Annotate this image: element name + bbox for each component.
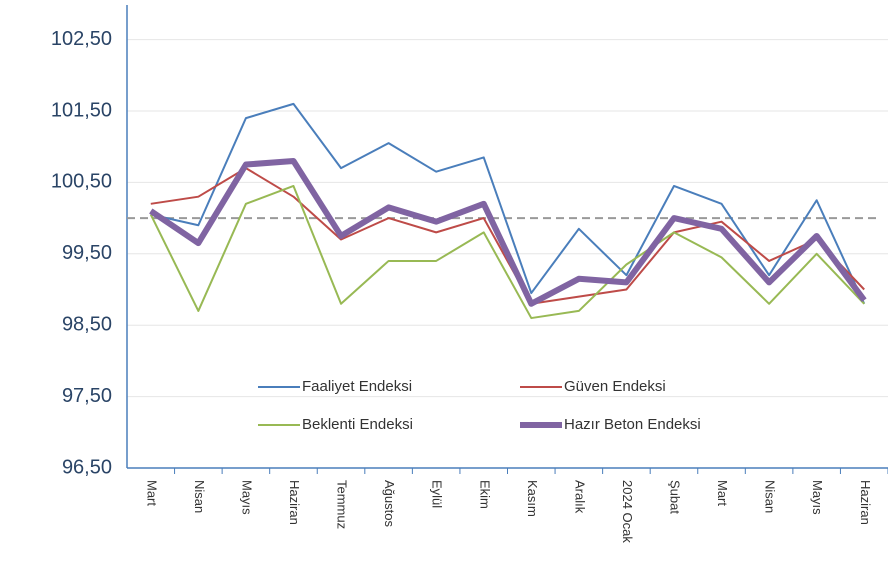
x-tick-label: Temmuz xyxy=(335,480,350,529)
y-tick-label: 100,50 xyxy=(51,171,112,193)
legend-label: Faaliyet Endeksi xyxy=(302,378,412,395)
x-tick-label: Aralık xyxy=(572,480,587,514)
x-tick-label: Nisan xyxy=(763,480,778,513)
x-tick-label: Ağustos xyxy=(382,480,397,527)
x-tick-label: Mayıs xyxy=(239,480,254,515)
x-tick-label: Haziran xyxy=(287,480,302,525)
legend-label: Hazır Beton Endeksi xyxy=(564,416,701,433)
series-line xyxy=(150,167,865,305)
x-tick-label: Mart xyxy=(715,480,730,506)
y-tick-label: 97,50 xyxy=(62,385,112,407)
x-tick-label: 2024 Ocak xyxy=(620,480,635,543)
y-tick-label: 102,50 xyxy=(51,28,112,50)
x-tick-label: Kasım xyxy=(525,480,540,517)
y-tick-label: 96,50 xyxy=(62,456,112,478)
x-tick-label: Nisan xyxy=(192,480,207,513)
x-tick-label: Mayıs xyxy=(810,480,825,515)
series-line xyxy=(149,184,865,320)
legend-label: Beklenti Endeksi xyxy=(302,416,413,433)
y-tick-label: 98,50 xyxy=(62,313,112,335)
x-tick-label: Eylül xyxy=(430,480,445,508)
y-tick-label: 101,50 xyxy=(51,99,112,121)
series-line xyxy=(150,102,866,305)
legend-label: Güven Endeksi xyxy=(564,378,666,395)
x-tick-label: Şubat xyxy=(668,480,683,514)
series-line xyxy=(149,157,867,307)
x-tick-label: Mart xyxy=(144,480,159,506)
x-tick-label: Ekim xyxy=(477,480,492,509)
x-tick-label: Haziran xyxy=(858,480,873,525)
y-tick-label: 99,50 xyxy=(62,242,112,264)
